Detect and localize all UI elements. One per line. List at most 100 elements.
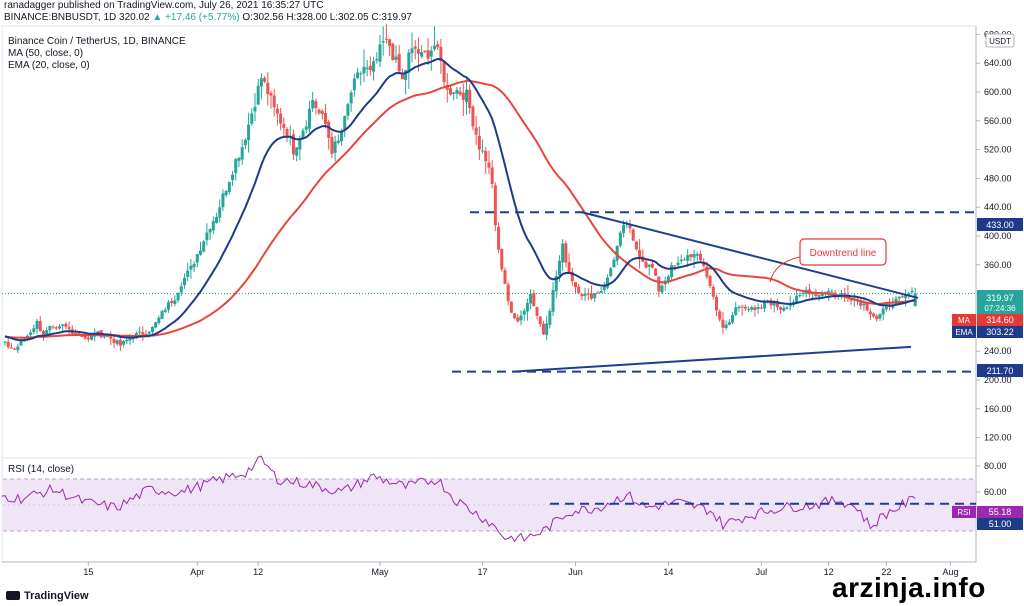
candle-body bbox=[545, 323, 549, 335]
candle-body bbox=[192, 263, 196, 268]
candle-body bbox=[118, 339, 122, 346]
candle-body bbox=[567, 262, 571, 273]
main-pane-title[interactable]: Binance Coin / TetherUS, 1D, BINANCE bbox=[8, 36, 186, 47]
candle bbox=[362, 49, 366, 82]
candle bbox=[692, 249, 696, 269]
level-211-value: 211.70 bbox=[987, 366, 1014, 376]
candle-body bbox=[448, 88, 452, 95]
tradingview-logo-text: TradingView bbox=[24, 590, 89, 602]
candle bbox=[461, 83, 465, 117]
time-axis-label: Aug bbox=[942, 567, 958, 577]
candle bbox=[407, 49, 411, 89]
candle bbox=[186, 263, 190, 282]
candle-body bbox=[106, 336, 110, 338]
currency-badge bbox=[985, 33, 1015, 48]
candle-body bbox=[205, 232, 209, 241]
candle-body bbox=[349, 92, 353, 104]
candle-body bbox=[54, 327, 58, 329]
candle-body bbox=[247, 124, 251, 141]
candle bbox=[432, 26, 436, 52]
candle-body bbox=[404, 70, 408, 81]
candle-body bbox=[785, 307, 789, 309]
candle bbox=[727, 319, 731, 326]
candle-body bbox=[336, 140, 340, 143]
candle-body bbox=[772, 301, 776, 306]
candle-body bbox=[682, 259, 686, 261]
candle-body bbox=[13, 348, 17, 350]
candle bbox=[157, 315, 161, 325]
time-axis-label: 17 bbox=[478, 567, 488, 577]
candle bbox=[154, 321, 158, 329]
candle-body bbox=[208, 229, 212, 233]
candle-body bbox=[859, 300, 863, 306]
candle bbox=[199, 241, 203, 256]
rsi-level-tag bbox=[977, 518, 1023, 530]
candle bbox=[676, 256, 680, 269]
candle bbox=[731, 312, 735, 325]
candle bbox=[195, 253, 199, 268]
candle-body bbox=[221, 193, 225, 208]
candle-body bbox=[74, 333, 78, 335]
candle-body bbox=[557, 260, 561, 276]
candle bbox=[878, 313, 882, 322]
rsi-tag-name bbox=[952, 506, 976, 518]
candle-body bbox=[795, 295, 799, 304]
candle-body bbox=[134, 332, 138, 337]
candle bbox=[891, 297, 895, 310]
candle-body bbox=[346, 104, 350, 116]
candle-body bbox=[541, 323, 545, 335]
candle-body bbox=[432, 45, 436, 50]
candle bbox=[573, 282, 577, 295]
candle bbox=[535, 306, 539, 320]
price-axis[interactable]: 120.00160.00200.00240.00280.00320.00360.… bbox=[976, 29, 1012, 443]
candle bbox=[561, 239, 565, 271]
price-tag-value: 319.97 bbox=[986, 293, 1014, 303]
candle bbox=[372, 56, 376, 81]
candle-body bbox=[612, 259, 616, 268]
candle bbox=[423, 50, 427, 54]
candle-body bbox=[259, 78, 263, 87]
candle-body bbox=[596, 292, 600, 294]
callout-box bbox=[799, 238, 887, 266]
candle-body bbox=[673, 265, 677, 267]
ma-legend[interactable]: MA (50, close, 0) bbox=[8, 48, 84, 59]
rsi-pane-title[interactable]: RSI (14, close) bbox=[8, 464, 75, 475]
candle bbox=[394, 45, 398, 64]
time-axis-label: 12 bbox=[253, 567, 263, 577]
tradingview-logo[interactable]: TradingView bbox=[6, 590, 89, 602]
candle bbox=[227, 181, 231, 195]
candle bbox=[631, 227, 635, 242]
candle bbox=[237, 156, 241, 167]
candle-body bbox=[195, 254, 199, 263]
candle bbox=[388, 38, 392, 56]
candle-body bbox=[529, 293, 533, 304]
uptrend-line[interactable] bbox=[512, 345, 912, 373]
symbol-name[interactable]: BINANCE:BNBUSDT, 1D bbox=[4, 12, 117, 23]
candle bbox=[715, 294, 719, 317]
candle-body bbox=[269, 92, 273, 96]
candle-body bbox=[830, 291, 834, 293]
candle bbox=[410, 32, 414, 63]
candle-body bbox=[551, 290, 555, 312]
candle-body bbox=[798, 295, 802, 297]
candle bbox=[118, 335, 122, 352]
candle bbox=[285, 127, 289, 142]
downtrend-line[interactable] bbox=[581, 211, 919, 299]
candle-body bbox=[32, 328, 36, 333]
candle bbox=[628, 219, 632, 234]
candle bbox=[721, 312, 725, 334]
candle bbox=[189, 259, 193, 279]
candle-body bbox=[564, 243, 568, 263]
downtrend-callout[interactable]: Downtrend line bbox=[769, 238, 887, 283]
level-211-tag bbox=[977, 364, 1023, 377]
time-axis[interactable]: 15 Apr 12 May 17 Jun 14 Jul 12 22 Aug bbox=[83, 562, 958, 577]
rsi-tag-label: RSI bbox=[957, 508, 970, 517]
rsi-axis-label: 60.00 bbox=[984, 487, 1007, 497]
candle-body bbox=[227, 181, 231, 193]
candle-body bbox=[654, 268, 658, 276]
ema-legend[interactable]: EMA (20, close, 0) bbox=[8, 60, 90, 71]
price-tag bbox=[977, 290, 1023, 314]
candle bbox=[759, 304, 763, 310]
candle bbox=[170, 298, 174, 307]
